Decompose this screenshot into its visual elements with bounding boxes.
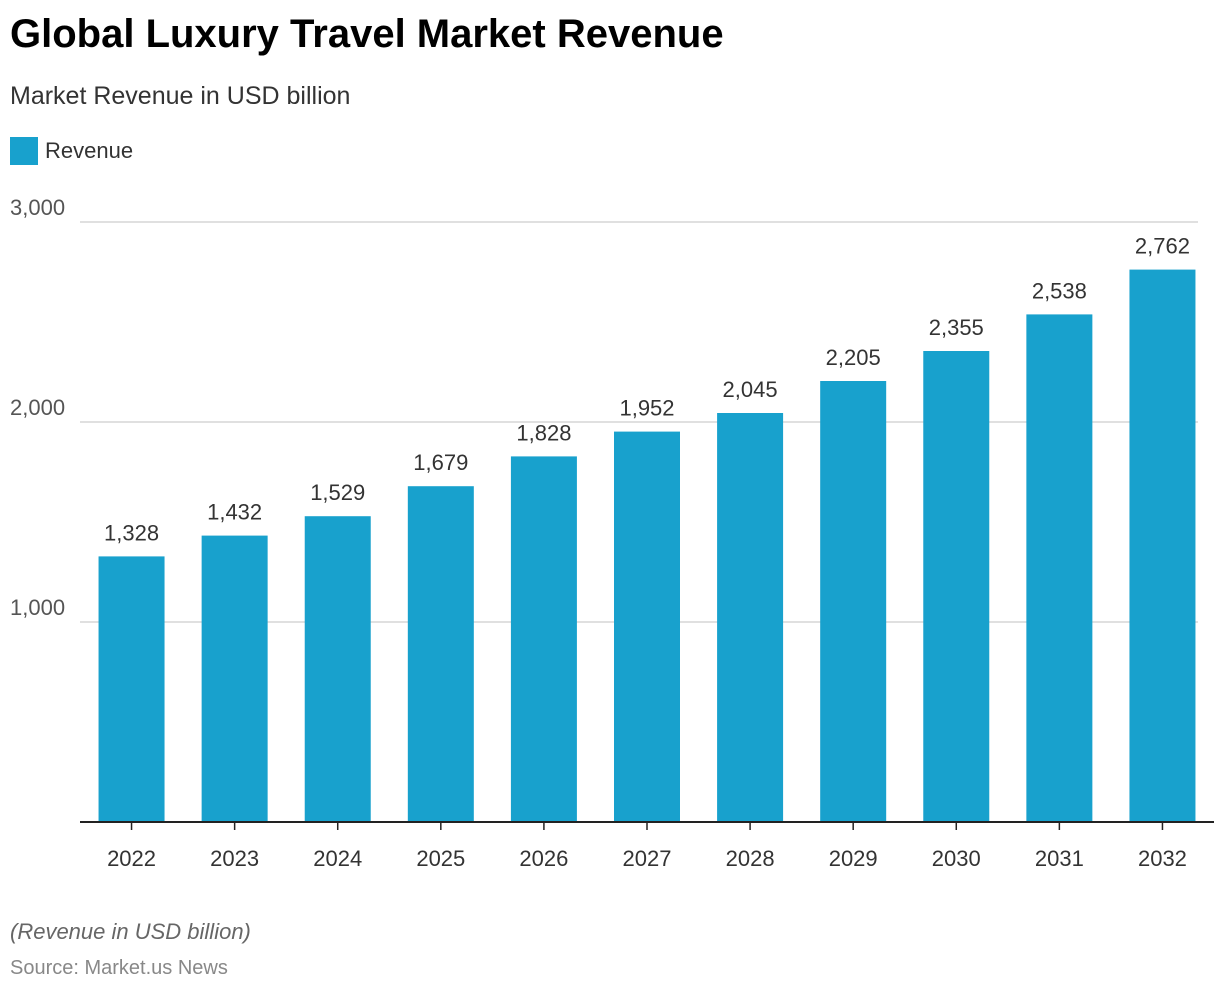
bar <box>201 535 268 822</box>
data-label: 2,762 <box>1135 234 1190 259</box>
data-label: 1,328 <box>104 520 159 545</box>
x-tick-label: 2028 <box>726 846 775 871</box>
legend: Revenue <box>10 137 133 165</box>
data-label: 2,045 <box>723 377 778 402</box>
chart-source: Source: Market.us News <box>10 957 228 979</box>
bar <box>98 556 165 822</box>
data-label: 2,355 <box>929 315 984 340</box>
data-label: 1,529 <box>310 480 365 505</box>
chart-subtitle: Market Revenue in USD billion <box>10 82 351 110</box>
bar <box>614 431 680 822</box>
bar <box>923 351 990 822</box>
bar <box>717 413 784 822</box>
x-tick-label: 2026 <box>519 846 568 871</box>
x-tick-label: 2025 <box>416 846 465 871</box>
chart-note: (Revenue in USD billion) <box>10 919 251 944</box>
bar <box>304 516 371 822</box>
bar <box>510 456 577 822</box>
bar <box>1026 314 1093 822</box>
x-tick-label: 2027 <box>623 846 672 871</box>
data-label: 2,205 <box>826 345 881 370</box>
x-tick-label: 2032 <box>1138 846 1187 871</box>
x-tick-label: 2022 <box>107 846 156 871</box>
data-label: 1,828 <box>516 420 571 445</box>
legend-label: Revenue <box>45 138 134 163</box>
legend-swatch <box>10 137 38 165</box>
x-tick-label: 2024 <box>313 846 362 871</box>
y-tick-label: 2,000 <box>10 395 65 420</box>
x-tick-label: 2023 <box>210 846 259 871</box>
data-label: 2,538 <box>1032 278 1087 303</box>
chart-title: Global Luxury Travel Market Revenue <box>10 12 724 56</box>
y-tick-label: 1,000 <box>10 595 65 620</box>
data-label: 1,432 <box>207 500 262 525</box>
bar <box>1129 269 1196 823</box>
x-tick-label: 2029 <box>829 846 878 871</box>
x-tick-label: 2031 <box>1035 846 1084 871</box>
data-label: 1,952 <box>619 396 674 421</box>
bar <box>407 486 474 822</box>
data-label: 1,679 <box>413 450 468 475</box>
x-tick-label: 2030 <box>932 846 981 871</box>
bar <box>820 381 887 822</box>
y-tick-label: 3,000 <box>10 195 65 220</box>
